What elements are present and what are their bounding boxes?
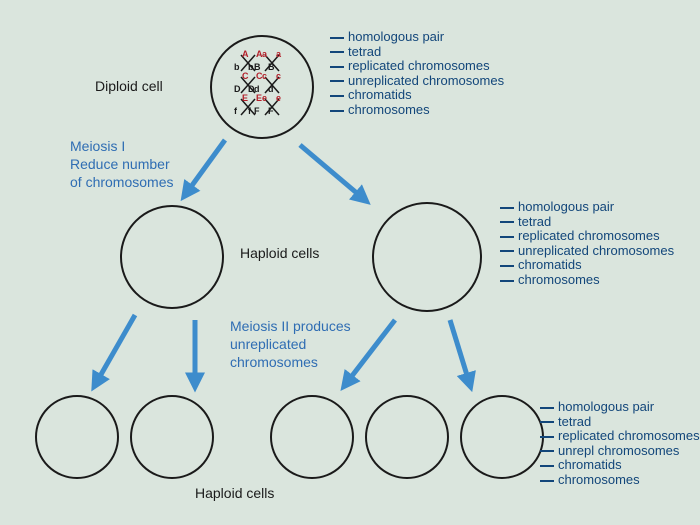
fill-item-label: replicated chromosomes [558,429,700,444]
fill-item-label: chromatids [518,258,582,273]
chrom-letter: d [268,84,274,94]
fill-item-label: tetrad [558,415,591,430]
blank-line [330,94,344,97]
fill-row: chromatids [500,258,674,273]
fill-row: homologous pair [330,30,504,45]
fill-item-label: chromosomes [348,103,430,118]
fill-row: replicated chromosomes [500,229,674,244]
blank-line [330,65,344,68]
fill-item-label: unreplicated chromosomes [518,244,674,259]
fill-row: chromatids [540,458,700,473]
fill-row: homologous pair [500,200,674,215]
blank-line [540,479,554,482]
fill-item-label: replicated chromosomes [518,229,660,244]
chrom-letter: b [234,62,240,72]
fill-row: unreplicated chromosomes [330,74,504,89]
arrow-0 [185,140,225,195]
blank-line [330,50,344,53]
chromosome-glyphs: AAaabbBBCCccDDddEEeeffFF [200,25,320,145]
blank-line [540,435,554,438]
chrom-letter: a [276,49,282,59]
chrom-letter: e [276,93,281,103]
chrom-letter: E [242,93,248,103]
fill-row: homologous pair [540,400,700,415]
blank-line [500,206,514,209]
arrow-1 [300,145,365,200]
fill-item-label: homologous pair [558,400,654,415]
fill-list-bot: homologous pairtetradreplicated chromoso… [540,400,700,487]
fill-row: tetrad [330,45,504,60]
fill-row: replicated chromosomes [540,429,700,444]
chrom-letter: c [262,71,267,81]
blank-line [330,109,344,112]
fill-item-label: unrepl chromosomes [558,444,679,459]
fill-row: chromatids [330,88,504,103]
blank-line [330,36,344,39]
chrom-letter: A [242,49,249,59]
arrow-2 [95,315,135,385]
fill-list-mid: homologous pairtetradreplicated chromoso… [500,200,674,287]
chrom-letter: D [234,84,241,94]
blank-line [540,449,554,452]
fill-row: tetrad [540,415,700,430]
blank-line [500,235,514,238]
chrom-letter: F [254,106,260,116]
fill-row: unreplicated chromosomes [500,244,674,259]
fill-item-label: tetrad [348,45,381,60]
fill-list-top: homologous pairtetradreplicated chromoso… [330,30,504,117]
blank-line [500,249,514,252]
blank-line [500,264,514,267]
fill-item-label: homologous pair [518,200,614,215]
blank-line [500,220,514,223]
blank-line [540,464,554,467]
fill-item-label: replicated chromosomes [348,59,490,74]
blank-line [500,279,514,282]
fill-row: unrepl chromosomes [540,444,700,459]
fill-row: replicated chromosomes [330,59,504,74]
blank-line [540,406,554,409]
blank-line [540,420,554,423]
arrow-5 [450,320,470,385]
fill-row: chromosomes [500,273,674,288]
fill-item-label: homologous pair [348,30,444,45]
chrom-letter: f [234,106,238,116]
fill-row: chromosomes [540,473,700,488]
chrom-letter: F [268,106,274,116]
fill-item-label: unreplicated chromosomes [348,74,504,89]
chrom-letter: e [262,93,267,103]
chrom-letter: C [242,71,249,81]
fill-item-label: chromosomes [518,273,600,288]
chrom-letter: B [268,62,275,72]
fill-item-label: chromatids [558,458,622,473]
blank-line [330,79,344,82]
fill-item-label: chromatids [348,88,412,103]
arrow-4 [345,320,395,385]
chrom-letter: c [276,71,281,81]
fill-item-label: chromosomes [558,473,640,488]
fill-item-label: tetrad [518,215,551,230]
fill-row: tetrad [500,215,674,230]
fill-row: chromosomes [330,103,504,118]
